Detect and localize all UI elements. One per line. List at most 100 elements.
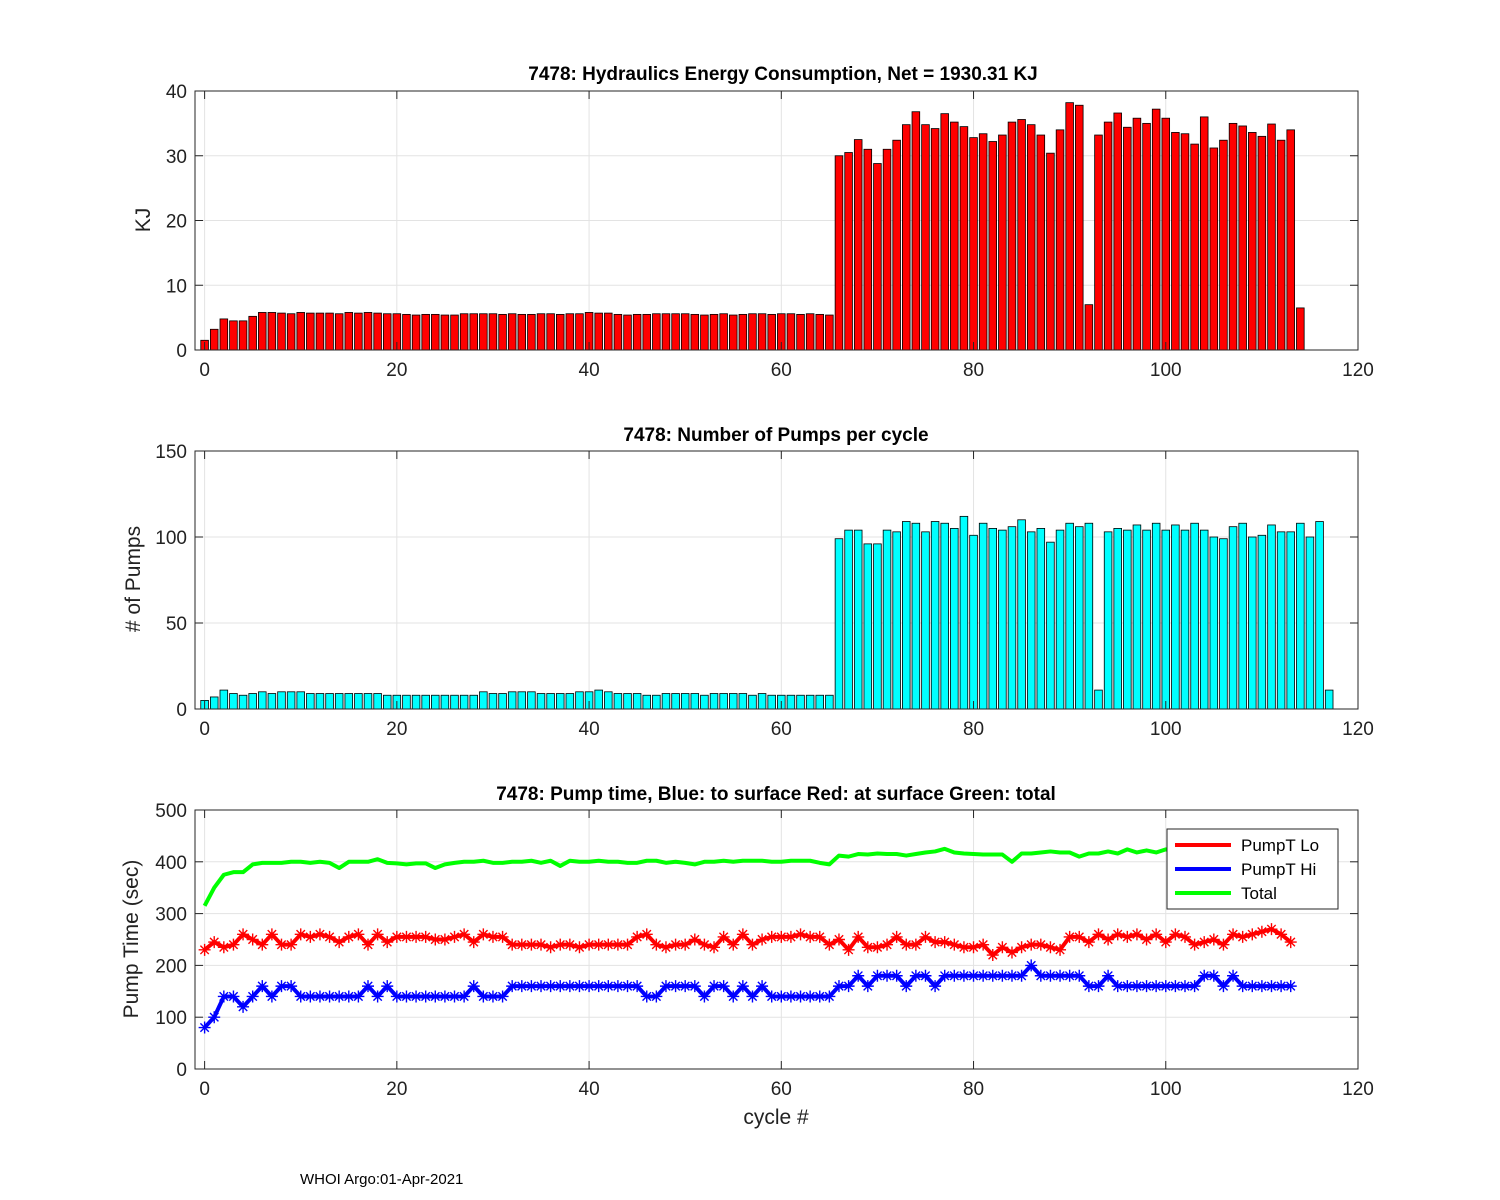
data-point: [861, 941, 874, 954]
bar: [306, 693, 315, 710]
data-point: [265, 990, 278, 1003]
data-point: [1159, 980, 1172, 993]
x-tick-label: 40: [579, 719, 600, 740]
bar: [507, 313, 517, 351]
x-tick-label: 20: [386, 1079, 407, 1100]
bar: [411, 694, 421, 710]
data-point: [217, 990, 230, 1003]
data-point: [938, 936, 951, 949]
bar: [229, 693, 238, 710]
data-point: [1092, 980, 1105, 993]
bar: [719, 693, 728, 710]
bar: [286, 691, 296, 710]
data-point: [1178, 930, 1191, 943]
bar: [1132, 524, 1142, 710]
bar: [344, 693, 354, 710]
data-point: [544, 941, 557, 954]
data-point: [1227, 969, 1240, 982]
data-point: [410, 930, 423, 943]
bar: [1123, 126, 1132, 351]
bar: [450, 694, 459, 710]
bar: [527, 313, 536, 351]
bar: [575, 691, 584, 710]
data-point: [794, 990, 807, 1003]
bar: [248, 315, 257, 351]
bar: [1257, 135, 1267, 351]
bar: [1199, 116, 1209, 351]
y-tick-label: 50: [166, 614, 187, 635]
bar: [517, 313, 527, 351]
data-point: [227, 938, 240, 951]
bar: [959, 515, 969, 710]
bar: [546, 313, 555, 351]
data-point: [1150, 980, 1163, 993]
data-point: [573, 941, 586, 954]
data-point: [1169, 980, 1182, 993]
data-point: [256, 980, 269, 993]
bar: [373, 693, 382, 710]
data-point: [621, 938, 634, 951]
bar: [296, 312, 305, 351]
data-point: [1025, 959, 1038, 972]
bar: [238, 320, 248, 351]
x-tick-label: 20: [386, 360, 407, 381]
bar: [1123, 529, 1132, 710]
data-point: [919, 930, 932, 943]
data-point: [1063, 930, 1076, 943]
data-point: [496, 930, 509, 943]
bar: [767, 313, 776, 351]
bar: [632, 313, 642, 351]
bar: [757, 313, 767, 351]
data-point: [977, 938, 990, 951]
bar: [209, 328, 219, 351]
data-point: [881, 938, 894, 951]
data-point: [1207, 933, 1220, 946]
bar: [1171, 524, 1180, 710]
bar: [969, 137, 978, 351]
bar: [1026, 531, 1036, 710]
bar: [431, 313, 440, 351]
data-point: [237, 928, 250, 941]
data-point: [708, 941, 721, 954]
bar: [277, 312, 286, 351]
data-point: [419, 930, 432, 943]
legend-label: Total: [1241, 884, 1277, 903]
bar: [469, 694, 478, 710]
bar: [1228, 526, 1238, 710]
data-point: [938, 969, 951, 982]
bar: [325, 693, 334, 710]
data-point: [583, 980, 596, 993]
data-point: [227, 990, 240, 1003]
data-point: [602, 938, 615, 951]
bar: [1113, 528, 1122, 710]
bar: [1113, 112, 1122, 351]
bar: [527, 691, 536, 710]
bar: [1248, 132, 1257, 351]
bar: [248, 693, 257, 710]
data-point: [727, 990, 740, 1003]
bar: [940, 113, 949, 351]
bar: [796, 694, 805, 710]
data-point: [313, 928, 326, 941]
data-point: [1130, 928, 1143, 941]
data-point: [390, 930, 403, 943]
data-point: [294, 928, 307, 941]
bar: [729, 314, 738, 351]
data-point: [477, 928, 490, 941]
bar: [882, 148, 892, 351]
bar: [1267, 123, 1276, 351]
data-point: [535, 938, 548, 951]
data-point: [1188, 980, 1201, 993]
data-point: [640, 990, 653, 1003]
data-point: [1034, 969, 1047, 982]
data-point: [458, 990, 471, 1003]
bar: [604, 312, 613, 351]
x-tick-label: 80: [963, 360, 984, 381]
data-point: [563, 938, 576, 951]
x-tick-label: 60: [771, 360, 792, 381]
data-point: [342, 990, 355, 1003]
bar: [700, 694, 709, 710]
bar: [1007, 526, 1017, 710]
bar: [1132, 117, 1142, 351]
legend-label: PumpT Hi: [1241, 860, 1316, 879]
